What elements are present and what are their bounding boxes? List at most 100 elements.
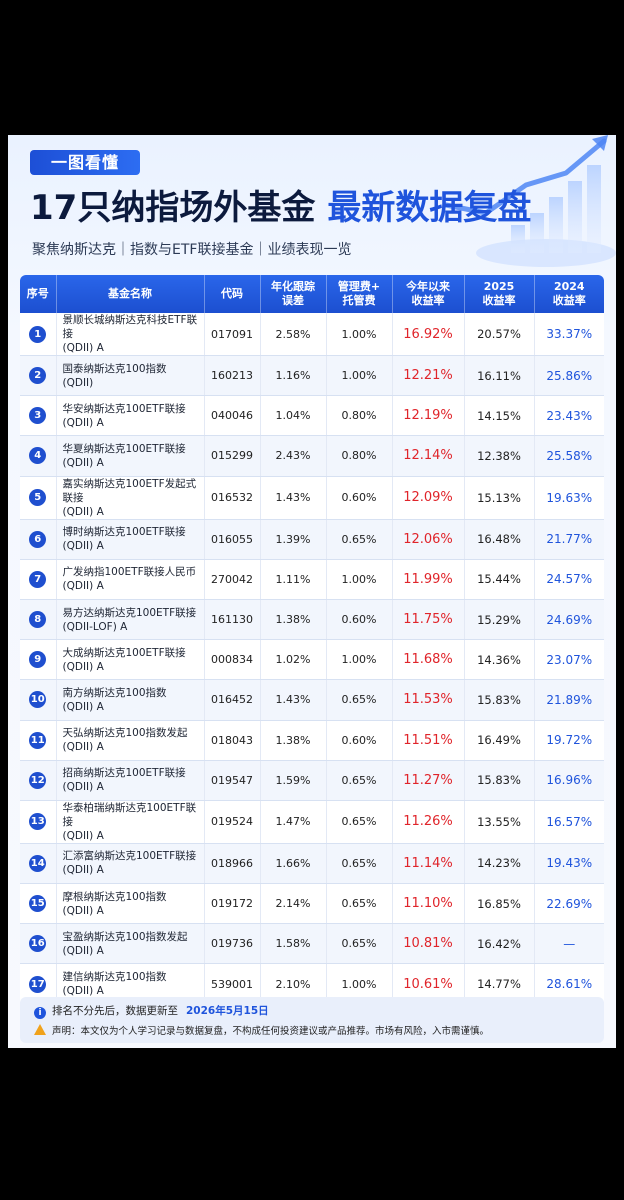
rank-cell: 11 — [20, 720, 57, 761]
column-header: 基金名称 — [56, 275, 205, 313]
fund-name: 广发纳指100ETF联接人民币 — [62, 566, 197, 579]
table-header-row: 序号 基金名称 代码 年化跟踪 误差 管理费+ 托管费 今年以来 收益率 2025 收益率 2024 收… — [20, 275, 604, 313]
fund-code-cell: 018043 — [204, 720, 261, 761]
table-row[interactable]: 6 博时纳斯达克100ETF联接 (QDII) A 016055 1.39% 0.65% 1… — [20, 519, 604, 560]
fund-code-cell: 016055 — [204, 519, 261, 560]
return-2024-cell: 33.37% — [534, 313, 604, 356]
rank-cell: 13 — [20, 800, 57, 844]
rank-badge: 3 — [29, 407, 47, 425]
rank-cell: 2 — [20, 355, 57, 397]
ytd-return-cell: 11.26% — [392, 800, 465, 844]
fee-cell: 0.60% — [326, 476, 393, 520]
disclaimer-text: 声明：本文仅为个人学习记录与数据复盘，不构成任何投资建议或产品推荐。市场有风险，… — [52, 1026, 490, 1037]
return-2024-cell: 24.57% — [534, 559, 604, 600]
tracking-error-cell: 1.04% — [260, 395, 327, 437]
title-part-2: 最新数据复盘 — [327, 188, 532, 228]
table-row[interactable]: 14 汇添富纳斯达克100ETF联接 (QDII) A 018966 1.66% 0.65… — [20, 843, 604, 885]
fund-name: 华安纳斯达克100ETF联接 — [62, 402, 186, 415]
table-row[interactable]: 12 招商纳斯达克100ETF联接 (QDII) A 019547 1.59% 0.65%… — [20, 760, 604, 801]
rank-cell: 14 — [20, 843, 57, 885]
rank-badge: 17 — [29, 975, 47, 993]
fund-name: 天弘纳斯达克100指数发起 — [62, 727, 188, 740]
table-row[interactable]: 11 天弘纳斯达克100指数发起 (QDII) A 018043 1.38% 0.60% 1… — [20, 720, 604, 761]
fund-share-class: (QDII) A — [62, 660, 104, 673]
return-2024-cell: 16.57% — [534, 800, 604, 844]
fund-name: 国泰纳斯达克100指数 — [62, 362, 167, 375]
return-2024-cell: 19.43% — [534, 843, 604, 885]
tracking-error-cell: 1.39% — [260, 519, 327, 560]
fund-code-cell: 160213 — [204, 355, 261, 397]
fund-name: 华夏纳斯达克100ETF联接 — [62, 442, 186, 455]
footer-note: i 排名不分先后，数据更新至 2026年5月15日 声明：本文仅为个人学习记录与数据… — [20, 997, 604, 1043]
rank-cell: 16 — [20, 923, 57, 965]
rank-cell: 9 — [20, 639, 57, 681]
return-2025-cell: 15.44% — [464, 559, 535, 600]
ytd-return-cell: 11.10% — [392, 883, 465, 925]
fund-code-cell: 019736 — [204, 923, 261, 965]
return-2024-cell: 23.07% — [534, 639, 604, 681]
fund-name-cell: 招商纳斯达克100ETF联接 (QDII) A — [56, 760, 205, 801]
fund-name-cell: 博时纳斯达克100ETF联接 (QDII) A — [56, 519, 205, 560]
return-2025-cell: 13.55% — [464, 800, 535, 844]
return-2024-cell: 24.69% — [534, 599, 604, 641]
table-row[interactable]: 4 华夏纳斯达克100ETF联接 (QDII) A 015299 2.43% 0.80% 1… — [20, 435, 604, 477]
fee-cell: 1.00% — [326, 355, 393, 397]
disclaimer: 声明：本文仅为个人学习记录与数据复盘，不构成任何投资建议或产品推荐。市场有风险，… — [34, 1023, 489, 1037]
table-row[interactable]: 5 嘉实纳斯达克100ETF发起式联接 (QDII) A 016532 1.43% 0.6… — [20, 476, 604, 520]
return-2025-cell: 15.83% — [464, 679, 535, 721]
fund-share-class: (QDII) A — [62, 864, 104, 877]
return-2025-cell: 16.48% — [464, 519, 535, 560]
column-header-line1: 序号 — [26, 287, 49, 300]
table-row[interactable]: 9 大成纳斯达克100ETF联接 (QDII) A 000834 1.02% 1.00% 1… — [20, 639, 604, 681]
return-2024-cell: 16.96% — [534, 760, 604, 801]
title-part-1: 17只纳指场外基金 — [30, 188, 316, 228]
ytd-return-cell: 11.75% — [392, 599, 465, 641]
tracking-error-cell: 1.38% — [260, 599, 327, 641]
column-header-line1: 管理费+ — [337, 280, 381, 293]
table-row[interactable]: 3 华安纳斯达克100ETF联接 (QDII) A 040046 1.04% 0.80% 1… — [20, 395, 604, 437]
update-note-text: 排名不分先后，数据更新至 — [52, 1005, 178, 1017]
fund-name-cell: 华泰柏瑞纳斯达克100ETF联接 (QDII) A — [56, 800, 205, 844]
rank-cell: 5 — [20, 476, 57, 520]
tracking-error-cell: 2.58% — [260, 313, 327, 356]
fund-name: 摩根纳斯达克100指数 — [62, 890, 167, 903]
return-2024-cell: 19.63% — [534, 476, 604, 520]
fund-name-cell: 国泰纳斯达克100指数 (QDII) — [56, 355, 205, 397]
column-header: 今年以来 收益率 — [392, 275, 465, 313]
table-row[interactable]: 10 南方纳斯达克100指数 (QDII) A 016452 1.43% 0.65% 11.… — [20, 679, 604, 721]
fund-name-cell: 华安纳斯达克100ETF联接 (QDII) A — [56, 395, 205, 437]
warning-icon — [34, 1024, 46, 1035]
table-row[interactable]: 8 易方达纳斯达克100ETF联接 (QDII-LOF) A 161130 1.38% 0… — [20, 599, 604, 641]
fund-name-cell: 华夏纳斯达克100ETF联接 (QDII) A — [56, 435, 205, 477]
table-row[interactable]: 13 华泰柏瑞纳斯达克100ETF联接 (QDII) A 019524 1.47% 0.6… — [20, 800, 604, 844]
return-2025-cell: 12.38% — [464, 435, 535, 477]
table-row[interactable]: 7 广发纳指100ETF联接人民币 (QDII) A 270042 1.11% 1.00%… — [20, 559, 604, 600]
fund-name: 南方纳斯达克100指数 — [62, 686, 167, 699]
fund-name: 汇添富纳斯达克100ETF联接 — [62, 850, 197, 863]
tracking-error-cell: 1.38% — [260, 720, 327, 761]
table-row[interactable]: 2 国泰纳斯达克100指数 (QDII) 160213 1.16% 1.00% 12.21%… — [20, 355, 604, 397]
infographic-card: 一图看懂 17只纳指场外基金 最新数据复盘 聚焦纳斯达克｜指数与ETF联接基金｜业… — [8, 135, 616, 1048]
return-2024-cell: 21.89% — [534, 679, 604, 721]
tracking-error-cell: 1.11% — [260, 559, 327, 600]
tracking-error-cell: 1.66% — [260, 843, 327, 885]
fee-cell: 0.65% — [326, 760, 393, 801]
return-2024-cell: 22.69% — [534, 883, 604, 925]
rank-cell: 4 — [20, 435, 57, 477]
fee-cell: 0.65% — [326, 923, 393, 965]
fund-code-cell: 019547 — [204, 760, 261, 801]
table-row[interactable]: 15 摩根纳斯达克100指数 (QDII) A 019172 2.14% 0.65% 11.… — [20, 883, 604, 925]
fund-share-class: (QDII) A — [62, 456, 104, 469]
fund-name: 大成纳斯达克100ETF联接 — [62, 646, 186, 659]
fund-share-class: (QDII) A — [62, 741, 104, 754]
table-row[interactable]: 1 景顺长城纳斯达克科技ETF联接 (QDII) A 017091 2.58% 1.00%… — [20, 313, 604, 356]
return-2024-cell: — — [534, 923, 604, 965]
fee-cell: 0.80% — [326, 435, 393, 477]
rank-badge: 6 — [29, 530, 47, 548]
rank-badge: 8 — [29, 611, 47, 629]
rank-badge: 5 — [29, 489, 47, 507]
fund-name: 招商纳斯达克100ETF联接 — [62, 767, 186, 780]
fee-cell: 0.65% — [326, 679, 393, 721]
fund-name-cell: 易方达纳斯达克100ETF联接 (QDII-LOF) A — [56, 599, 205, 641]
table-row[interactable]: 16 宝盈纳斯达克100指数发起 (QDII) A 019736 1.58% 0.65% 1… — [20, 923, 604, 965]
